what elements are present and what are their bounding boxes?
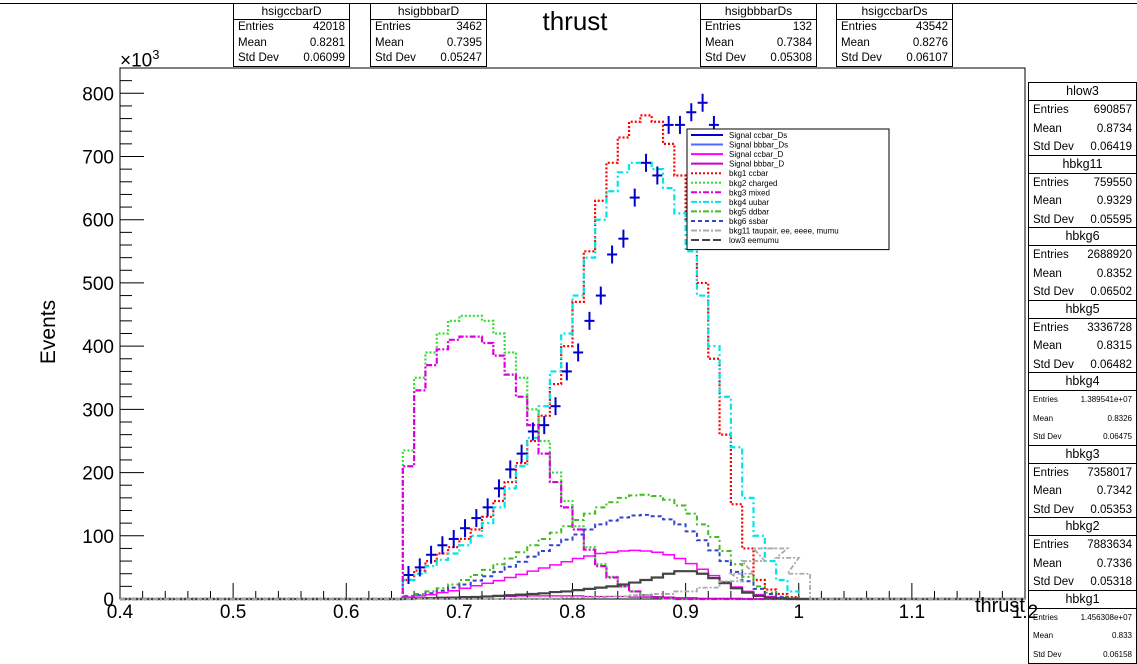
signal-marker xyxy=(415,558,425,576)
signal-marker xyxy=(618,230,628,248)
signal-marker xyxy=(562,362,572,380)
stats-label: Std Dev xyxy=(1033,646,1061,664)
legend-label: bkg6 ssbar xyxy=(729,217,768,226)
legend-label: Signal ccbar_Ds xyxy=(729,131,787,140)
stats-value: 0.833 xyxy=(1112,627,1132,646)
signal-marker xyxy=(664,116,674,134)
y-tick-label: 800 xyxy=(82,84,114,105)
x-tick-label: 0.9 xyxy=(672,602,698,622)
signal-marker xyxy=(596,287,606,305)
legend-label: bkg11 taupair, ee, eeee, mumu xyxy=(729,227,839,236)
legend-label: bkg3 mixed xyxy=(729,188,770,197)
series-2-line xyxy=(120,316,1025,599)
stats-label: Mean xyxy=(1033,627,1053,646)
stats-value: 0.06158 xyxy=(1103,646,1132,664)
legend-label: Signal bbbar_Ds xyxy=(729,141,788,150)
x-tick-label: 1.1 xyxy=(899,602,925,622)
legend-label: Signal bbbar_D xyxy=(729,160,784,169)
y-tick-label: 100 xyxy=(82,527,114,548)
x-tick-label: 0.7 xyxy=(446,602,472,622)
legend-label: Signal ccbar_D xyxy=(729,150,783,159)
signal-marker xyxy=(539,416,549,434)
signal-marker xyxy=(449,530,459,548)
signal-marker xyxy=(494,479,504,497)
y-tick-label: 600 xyxy=(82,211,114,232)
signal-marker xyxy=(483,498,493,516)
y-tick-label: 400 xyxy=(82,337,114,358)
signal-marker xyxy=(573,343,583,361)
signal-marker xyxy=(551,397,561,415)
signal-marker xyxy=(505,460,515,478)
y-tick-label: 500 xyxy=(82,274,114,295)
signal-marker xyxy=(630,189,640,207)
signal-marker xyxy=(403,566,413,584)
y-tick-label: 700 xyxy=(82,148,114,169)
signal-marker xyxy=(584,312,594,330)
x-tick-label: 0.8 xyxy=(559,602,585,622)
x-tick-label: 0.5 xyxy=(220,602,246,622)
legend-label: low3 eemumu xyxy=(729,236,779,245)
signal-marker xyxy=(471,509,481,527)
signal-marker xyxy=(517,445,527,463)
signal-marker xyxy=(437,536,447,554)
legend-label: bkg1 ccbar xyxy=(729,169,768,178)
legend-label: bkg2 charged xyxy=(729,179,777,188)
legend-label: bkg4 uubar xyxy=(729,198,769,207)
x-tick-label: 1 xyxy=(793,602,804,622)
signal-marker xyxy=(460,519,470,537)
legend-label: bkg5 ddbar xyxy=(729,207,769,216)
signal-marker xyxy=(686,103,696,121)
x-tick-label: 0.6 xyxy=(333,602,359,622)
x-tick-label: 0.4 xyxy=(107,602,134,622)
y-tick-label: 300 xyxy=(82,400,114,421)
signal-marker xyxy=(607,245,617,263)
signal-marker xyxy=(675,116,685,134)
signal-marker xyxy=(641,154,651,172)
y-axis-label: Events xyxy=(37,300,60,364)
y-tick-label: 200 xyxy=(82,464,114,485)
signal-marker xyxy=(698,94,708,112)
x-axis-label: thrust xyxy=(975,595,1025,617)
